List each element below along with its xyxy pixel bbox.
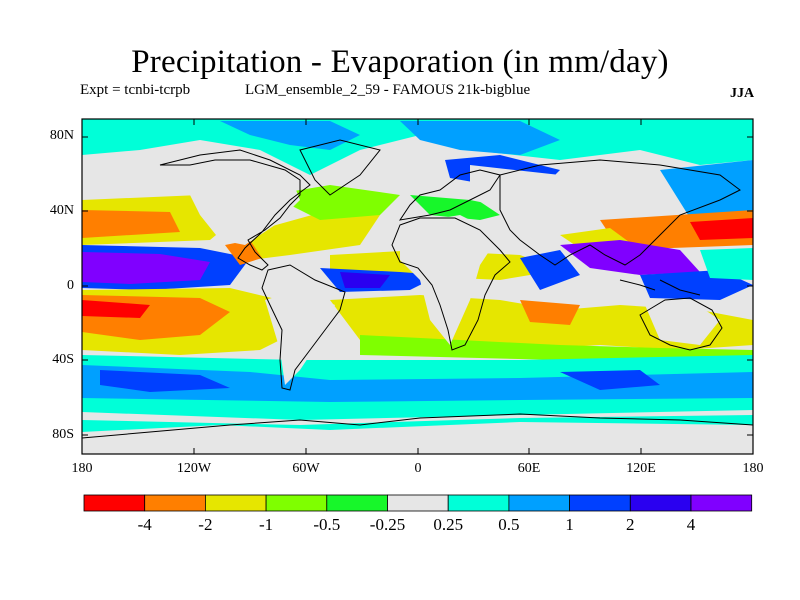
- chart-title: Precipitation - Evaporation (in mm/day): [131, 44, 669, 80]
- field-so-blue: [82, 365, 753, 402]
- field-itcz-purple: [82, 252, 210, 284]
- coast-europe: [398, 169, 501, 221]
- colorbar-label: 2: [626, 515, 635, 534]
- field-australia: [645, 300, 720, 345]
- colorbar-label: -1: [259, 515, 274, 534]
- colorbar-box: [83, 494, 146, 512]
- colorbar: [83, 494, 753, 512]
- colorbar-label: -0.25: [369, 515, 406, 534]
- colorbar-box: [508, 494, 570, 512]
- field-europe-green: [410, 195, 520, 220]
- field-satl-green: [360, 335, 753, 360]
- colorbar-box: [387, 494, 449, 512]
- field-arctic-blue: [220, 121, 360, 150]
- coast-indonesia: [619, 279, 701, 296]
- field-sp-red: [82, 300, 150, 318]
- colorbar-label: -2: [198, 515, 213, 534]
- field-atl-itcz-purple: [340, 272, 390, 288]
- colorbar-box: [629, 494, 692, 512]
- field-so-darkblue: [100, 370, 230, 392]
- colorbar-box: [569, 494, 631, 512]
- field-nw-pacific-blue: [660, 160, 753, 218]
- lat-label-40s: 40S: [52, 352, 74, 367]
- colorbar-box: [204, 494, 267, 512]
- precip-field: [82, 119, 753, 454]
- lat-ticks: [82, 136, 753, 436]
- lon-ticks: [81, 119, 754, 454]
- experiment-label: Expt = tcnbi-tcrpb: [80, 82, 191, 98]
- field-india-blue: [520, 250, 580, 290]
- field-south-america: [265, 290, 335, 385]
- field-wpac-cyan: [700, 248, 753, 280]
- field-africa: [400, 215, 500, 345]
- field-satl-orange: [520, 300, 580, 325]
- field-np-east-orange: [600, 210, 753, 250]
- lon-label-120e: 120E: [626, 461, 656, 476]
- coast-antarctica: [82, 413, 753, 439]
- run-label: LGM_ensemble_2_59 - FAMOUS 21k-bigblue: [245, 82, 531, 98]
- coast-australia: [639, 297, 723, 351]
- coast-south-america: [261, 264, 346, 391]
- lon-label-60e: 60E: [517, 461, 541, 476]
- lat-label-80s: 80S: [52, 427, 74, 442]
- colorbar-label: -4: [137, 515, 152, 534]
- field-atlantic-yellow: [240, 210, 380, 260]
- lat-label-80n: 80N: [49, 128, 74, 143]
- field-eurasia: [470, 165, 640, 225]
- lon-label-120w: 120W: [176, 461, 212, 476]
- field-epac-orange: [225, 240, 262, 265]
- coast-greenland: [299, 139, 381, 196]
- field-north-america: [180, 165, 300, 245]
- colorbar-box: [144, 494, 206, 512]
- field-atlantic-green: [270, 185, 400, 220]
- lat-label-40n: 40N: [49, 203, 74, 218]
- colorbar-label: -0.5: [313, 515, 341, 534]
- coast-north-america: [159, 149, 311, 271]
- colorbar-box: [265, 494, 328, 512]
- colorbar-label: 4: [686, 515, 696, 534]
- colorbar-box: [690, 494, 753, 512]
- field-arctic-blue2: [400, 121, 560, 155]
- coastlines: [82, 139, 753, 439]
- lat-label-0: 0: [67, 278, 74, 293]
- field-np-orange: [82, 210, 180, 238]
- colorbar-box: [447, 494, 510, 512]
- lon-label-180w: 180: [71, 461, 93, 476]
- field-antarctica: [82, 422, 753, 454]
- colorbar-label: 1: [565, 515, 574, 534]
- field-so-darkblue2: [560, 370, 660, 390]
- lon-label-60w: 60W: [292, 461, 320, 476]
- colorbar-box: [326, 494, 388, 512]
- colorbar-label: 0.5: [498, 515, 520, 534]
- season-label: JJA: [730, 86, 755, 101]
- colorbar-label: 0.25: [433, 515, 464, 534]
- lon-label-0: 0: [414, 461, 422, 476]
- lon-label-180e: 180: [742, 461, 764, 476]
- coast-africa: [391, 217, 511, 351]
- field-np-east-red: [690, 218, 753, 240]
- coast-asia: [499, 159, 741, 266]
